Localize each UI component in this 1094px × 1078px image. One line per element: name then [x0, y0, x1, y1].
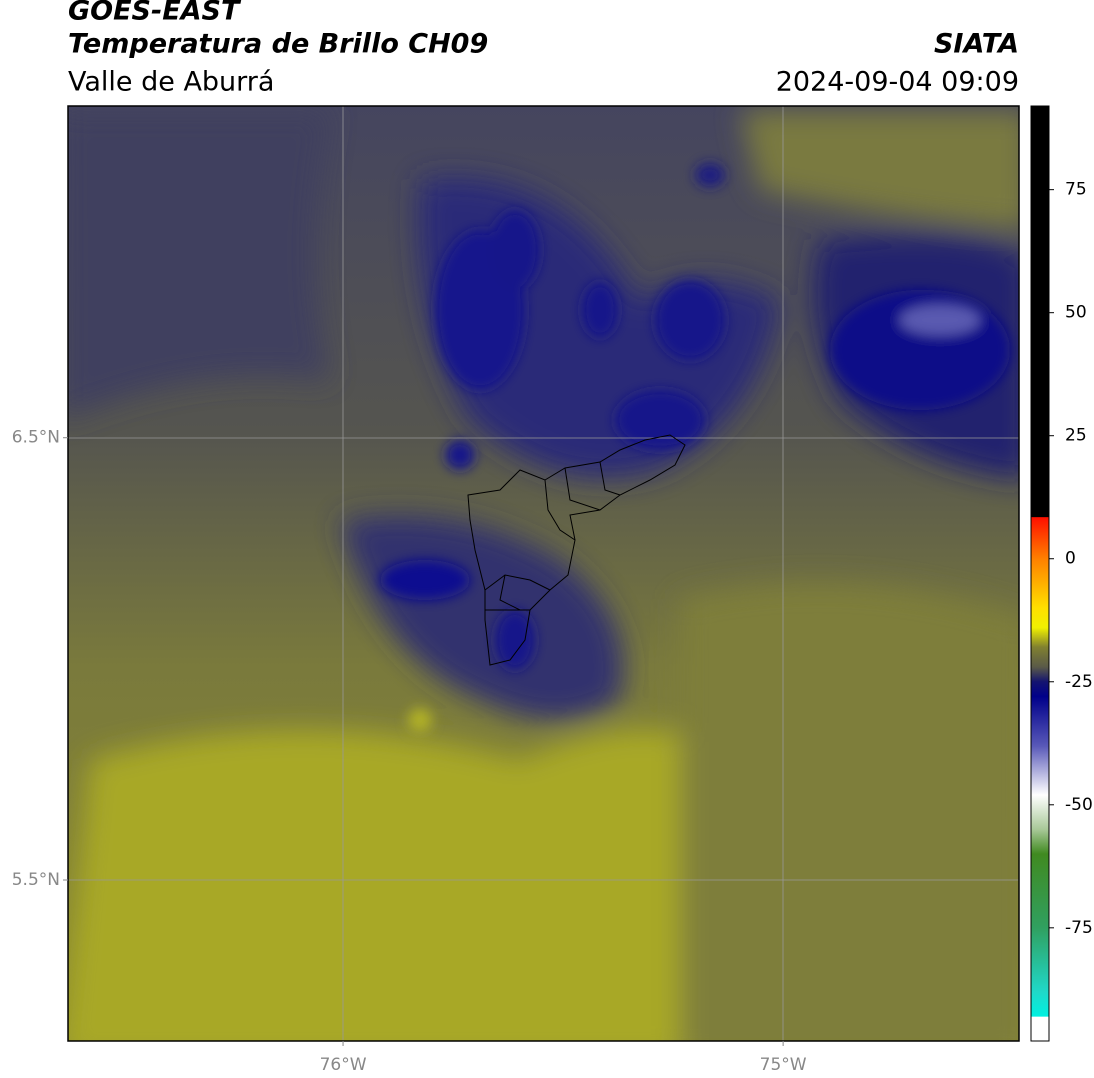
lon-label: 76°W	[320, 1055, 367, 1075]
lat-label: 5.5°N	[12, 870, 60, 890]
datetime: 2024-09-04 09:09	[776, 67, 1019, 98]
colorbar-tick-label: -50	[1065, 795, 1093, 815]
source: SIATA	[934, 29, 1019, 60]
colorbar-tick-label: -75	[1065, 918, 1093, 938]
title: GOES-EAST	[68, 0, 242, 27]
map-image	[68, 106, 1019, 1041]
colorbar-tick-label: 0	[1065, 549, 1076, 569]
colorbar-tick-label: -25	[1065, 672, 1093, 692]
colorbar-tick-label: 75	[1065, 180, 1087, 200]
colorbar	[1030, 105, 1050, 1042]
colorbar-tick-label: 50	[1065, 303, 1087, 323]
region: Valle de Aburrá	[68, 67, 274, 98]
lon-label: 75°W	[760, 1055, 807, 1075]
map-frame	[67, 105, 1020, 1042]
lat-label: 6.5°N	[12, 428, 60, 448]
subtitle: Temperatura de Brillo CH09	[68, 29, 488, 60]
colorbar-tick-label: 25	[1065, 426, 1087, 446]
municipal-boundaries	[467, 434, 686, 666]
